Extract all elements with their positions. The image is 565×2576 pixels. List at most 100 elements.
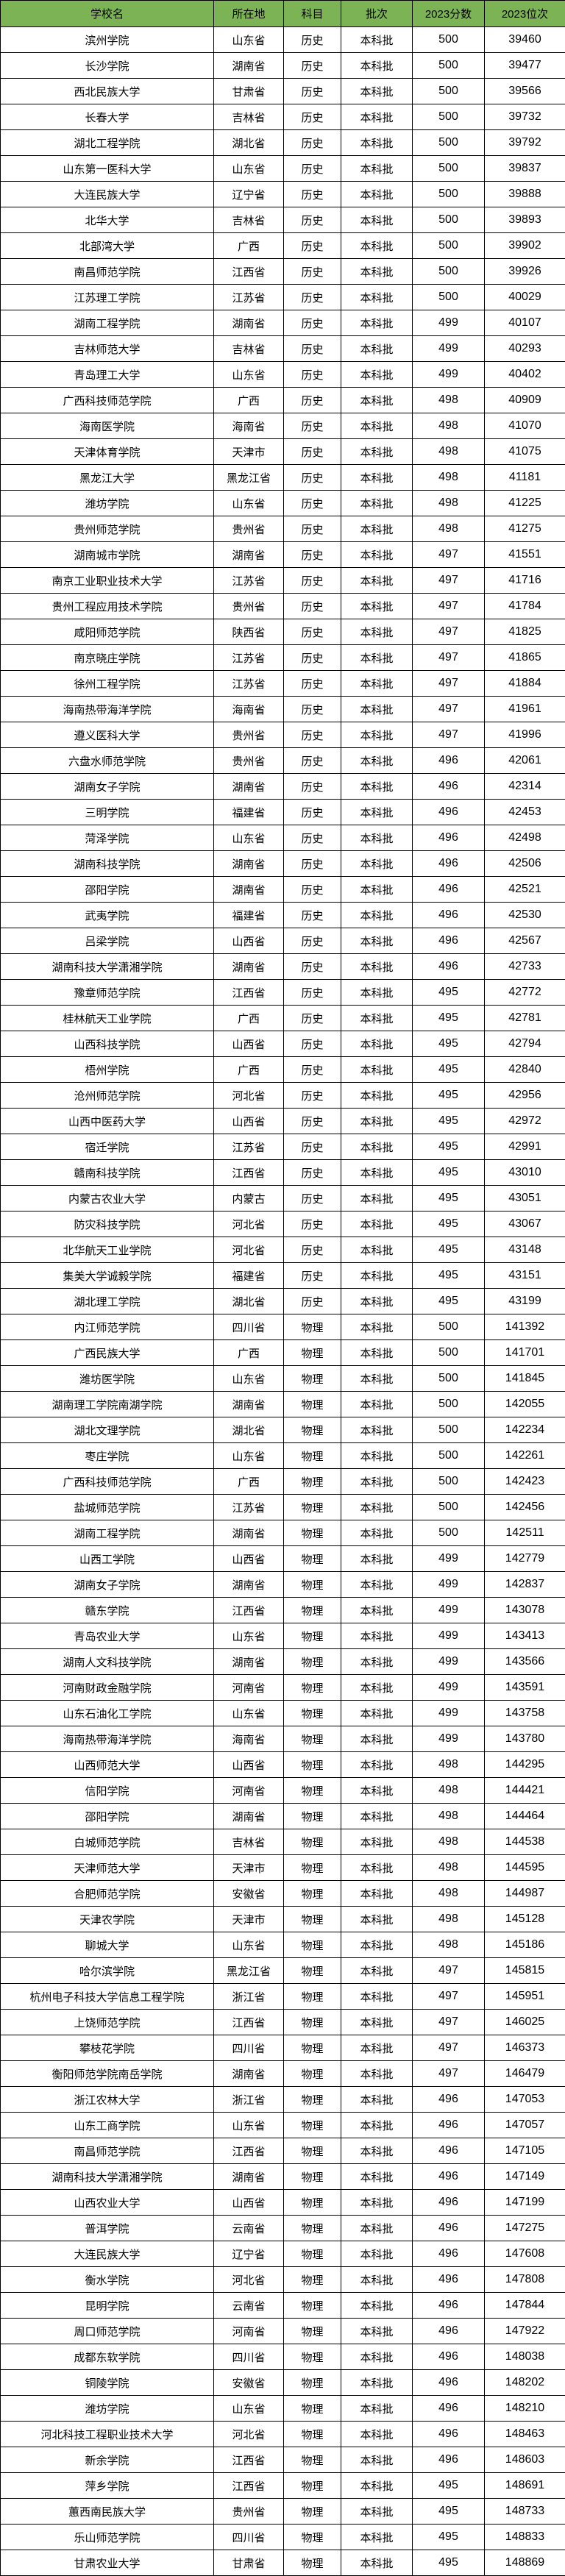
cell-region: 山东省 (214, 362, 284, 388)
cell-score: 497 (413, 722, 485, 748)
cell-score: 500 (413, 79, 485, 104)
cell-score: 500 (413, 1495, 485, 1520)
cell-score: 497 (413, 1984, 485, 2010)
cell-batch: 本科批 (341, 2473, 413, 2499)
cell-rank: 148833 (485, 2525, 565, 2550)
cell-subject: 历史 (284, 388, 341, 413)
cell-rank: 143413 (485, 1623, 565, 1649)
cell-batch: 本科批 (341, 310, 413, 336)
cell-batch: 本科批 (341, 1006, 413, 1031)
cell-score: 500 (413, 53, 485, 79)
cell-score: 499 (413, 336, 485, 362)
cell-school: 青岛农业大学 (1, 1623, 214, 1649)
cell-region: 天津市 (214, 1907, 284, 1932)
cell-batch: 本科批 (341, 722, 413, 748)
cell-school: 潍坊学院 (1, 2396, 214, 2422)
cell-subject: 历史 (284, 207, 341, 233)
cell-subject: 历史 (284, 336, 341, 362)
table-header: 学校名 所在地 科目 批次 2023分数 2023位次 (1, 1, 565, 27)
cell-rank: 142234 (485, 1417, 565, 1443)
cell-region: 吉林省 (214, 207, 284, 233)
cell-rank: 144987 (485, 1881, 565, 1907)
cell-region: 安徽省 (214, 1881, 284, 1907)
cell-rank: 147608 (485, 2241, 565, 2267)
cell-region: 山东省 (214, 1701, 284, 1726)
cell-batch: 本科批 (341, 233, 413, 259)
cell-school: 山东石油化工学院 (1, 1701, 214, 1726)
cell-region: 江苏省 (214, 568, 284, 594)
cell-school: 大连民族大学 (1, 2241, 214, 2267)
cell-batch: 本科批 (341, 954, 413, 980)
cell-school: 湖南女子学院 (1, 1572, 214, 1598)
cell-subject: 历史 (284, 104, 341, 130)
cell-score: 498 (413, 1881, 485, 1907)
cell-school: 浙江农林大学 (1, 2087, 214, 2113)
cell-rank: 42781 (485, 1006, 565, 1031)
cell-school: 湖北文理学院 (1, 1417, 214, 1443)
cell-subject: 物理 (284, 1623, 341, 1649)
cell-region: 湖南省 (214, 774, 284, 800)
cell-batch: 本科批 (341, 1160, 413, 1186)
cell-score: 495 (413, 1289, 485, 1314)
cell-score: 497 (413, 2010, 485, 2035)
cell-score: 496 (413, 2190, 485, 2216)
cell-school: 海南医学院 (1, 413, 214, 439)
cell-subject: 历史 (284, 1031, 341, 1057)
cell-rank: 142261 (485, 1443, 565, 1469)
cell-school: 枣庄学院 (1, 1443, 214, 1469)
cell-school: 湖南科技大学潇湘学院 (1, 954, 214, 980)
cell-rank: 141845 (485, 1366, 565, 1392)
cell-region: 山东省 (214, 27, 284, 53)
column-header-subject: 科目 (284, 1, 341, 27)
cell-score: 496 (413, 851, 485, 877)
cell-rank: 148210 (485, 2396, 565, 2422)
cell-score: 496 (413, 2113, 485, 2138)
column-header-region: 所在地 (214, 1, 284, 27)
cell-school: 沧州师范学院 (1, 1083, 214, 1109)
cell-rank: 39888 (485, 182, 565, 207)
cell-score: 500 (413, 1469, 485, 1495)
cell-subject: 物理 (284, 2216, 341, 2241)
cell-rank: 39902 (485, 233, 565, 259)
cell-region: 吉林省 (214, 336, 284, 362)
cell-region: 云南省 (214, 2293, 284, 2319)
cell-score: 498 (413, 516, 485, 542)
cell-school: 南昌师范学院 (1, 259, 214, 285)
cell-region: 湖北省 (214, 1417, 284, 1443)
cell-rank: 41275 (485, 516, 565, 542)
cell-batch: 本科批 (341, 1675, 413, 1701)
cell-region: 陕西省 (214, 619, 284, 645)
cell-region: 广西 (214, 1469, 284, 1495)
cell-batch: 本科批 (341, 2422, 413, 2447)
cell-score: 500 (413, 182, 485, 207)
cell-region: 河北省 (214, 2422, 284, 2447)
cell-rank: 42772 (485, 980, 565, 1006)
cell-batch: 本科批 (341, 1598, 413, 1623)
cell-subject: 历史 (284, 928, 341, 954)
cell-region: 山西省 (214, 1546, 284, 1572)
cell-batch: 本科批 (341, 1443, 413, 1469)
cell-subject: 物理 (284, 1932, 341, 1958)
cell-region: 天津市 (214, 439, 284, 465)
cell-region: 甘肃省 (214, 79, 284, 104)
cell-region: 河北省 (214, 1211, 284, 1237)
cell-batch: 本科批 (341, 877, 413, 903)
cell-school: 山东第一医科大学 (1, 156, 214, 182)
